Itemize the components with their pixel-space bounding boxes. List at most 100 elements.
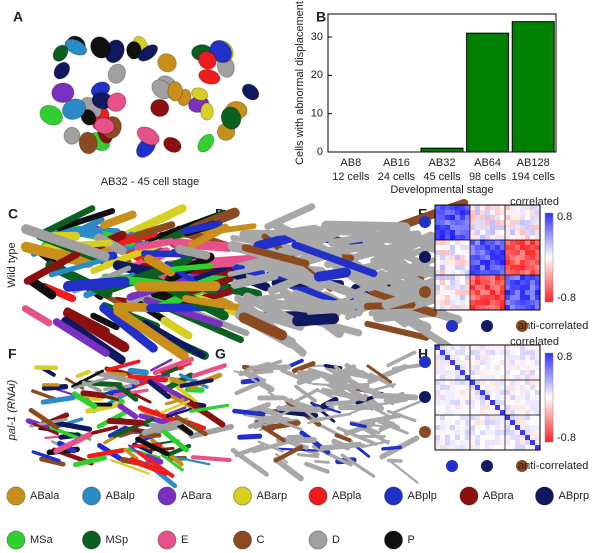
legend-label: P: [408, 534, 415, 546]
matrix-cell: [485, 395, 491, 401]
matrix-cell: [510, 235, 516, 241]
matrix-cell: [475, 410, 481, 416]
trajectory: [175, 245, 211, 260]
matrix-cell: [510, 295, 516, 301]
matrix-cell: [500, 295, 506, 301]
matrix-cell: [470, 400, 476, 406]
matrix-cell: [465, 205, 471, 211]
matrix-cell: [435, 430, 441, 436]
matrix-cell: [510, 305, 516, 311]
matrix-cell: [535, 205, 541, 211]
cell: [126, 40, 142, 60]
matrix-cell: [520, 390, 526, 396]
matrix-cell: [520, 385, 526, 391]
matrix-cell: [495, 375, 501, 381]
matrix-cell: [505, 430, 511, 436]
matrix-cell: [465, 410, 471, 416]
matrix-cell: [460, 285, 466, 291]
matrix-cell: [530, 295, 536, 301]
trajectory: [311, 382, 352, 388]
matrix-cell: [455, 265, 461, 271]
matrix-cell: [515, 220, 521, 226]
matrix-cell: [510, 410, 516, 416]
matrix-cell: [470, 445, 476, 451]
matrix-cell: [445, 280, 451, 286]
matrix-cell: [460, 355, 466, 361]
matrix-cell: [480, 285, 486, 291]
matrix-cell: [500, 255, 506, 261]
matrix-cell: [485, 210, 491, 216]
matrix-cell: [515, 360, 521, 366]
matrix-cell: [495, 280, 501, 286]
cell: [51, 82, 75, 104]
legend-label: ABplp: [408, 490, 437, 502]
matrix-cell: [520, 270, 526, 276]
lineage-marker: [516, 460, 528, 472]
matrix-cell: [470, 350, 476, 356]
matrix-cell: [505, 400, 511, 406]
matrix-cell: [460, 265, 466, 271]
trajectory: [345, 370, 368, 379]
matrix-cell: [460, 395, 466, 401]
matrix-cell: [505, 250, 511, 256]
matrix-cell: [455, 375, 461, 381]
trajectory: [53, 420, 93, 432]
matrix-cell: [530, 220, 536, 226]
matrix-cell: [465, 420, 471, 426]
matrix-cell: [465, 370, 471, 376]
matrix-cell: [440, 380, 446, 386]
trajectory: [251, 439, 292, 454]
matrix-cell: [495, 345, 501, 351]
matrix-cell: [500, 430, 506, 436]
matrix-cell: [510, 405, 516, 411]
matrix-cell: [510, 430, 516, 436]
matrix-cell: [490, 390, 496, 396]
matrix-cell: [435, 210, 441, 216]
trajectory: [371, 392, 419, 401]
matrix-cell: [500, 380, 506, 386]
matrix-cell: [485, 345, 491, 351]
matrix-cell: [505, 415, 511, 421]
matrix-cell: [440, 445, 446, 451]
matrix-cell: [450, 270, 456, 276]
matrix-cell: [495, 300, 501, 306]
matrix-cell: [525, 380, 531, 386]
cell: [200, 102, 214, 121]
matrix-cell: [445, 215, 451, 221]
matrix-cell: [520, 355, 526, 361]
matrix-cell: [440, 290, 446, 296]
row-label: pal-1 (RNAi): [6, 379, 18, 441]
matrix-cell: [505, 410, 511, 416]
legend-swatch: [82, 486, 101, 506]
matrix-cell: [530, 415, 536, 421]
matrix-cell: [490, 360, 496, 366]
legend-swatch: [308, 530, 328, 550]
matrix-cell: [495, 395, 501, 401]
matrix-cell: [505, 280, 511, 286]
matrix-cell: [505, 210, 511, 216]
matrix-cell: [500, 205, 506, 211]
trajectory: [185, 398, 226, 428]
matrix-cell: [535, 265, 541, 271]
matrix-cell: [485, 360, 491, 366]
trajectory: [276, 419, 303, 431]
matrix-cell: [520, 245, 526, 251]
matrix-frame: [434, 204, 541, 311]
matrix-cell: [490, 210, 496, 216]
cell: [198, 68, 221, 85]
matrix-cell: [515, 370, 521, 376]
colorbar-tick-label: -0.8: [557, 432, 576, 444]
trajectory: [360, 369, 375, 381]
trajectory: [62, 276, 130, 292]
trajectory: [160, 453, 184, 472]
matrix-cell: [510, 440, 516, 446]
matrix-cell: [460, 290, 466, 296]
x-tick-label: AB16: [383, 157, 410, 169]
matrix-cell: [530, 275, 536, 281]
matrix-cell: [440, 420, 446, 426]
matrix-cell: [490, 425, 496, 431]
matrix-cell: [475, 240, 481, 246]
matrix-cell: [525, 220, 531, 226]
matrix-cell: [495, 260, 501, 266]
matrix-cell: [500, 425, 506, 431]
